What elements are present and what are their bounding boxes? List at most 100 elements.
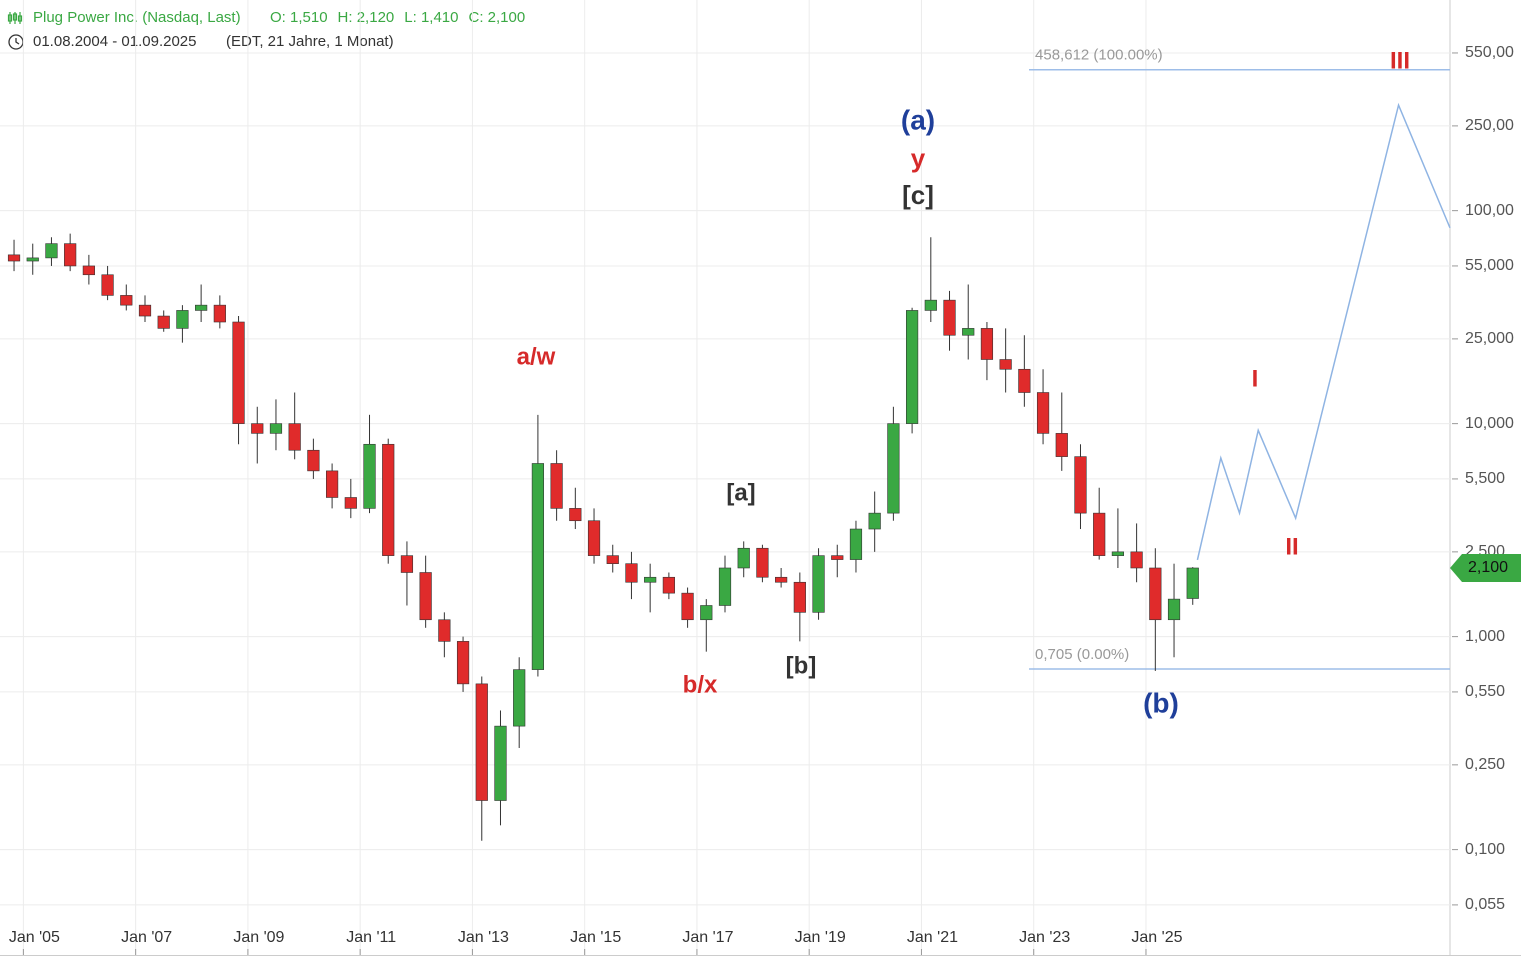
candle-body	[7, 254, 21, 262]
candle-body	[868, 512, 881, 530]
candle-body	[1018, 368, 1031, 393]
candle-body	[1036, 392, 1050, 434]
y-tick-label: 100,00	[1465, 202, 1514, 219]
candle-body	[251, 423, 264, 434]
candle-body	[1111, 551, 1125, 556]
candle-body	[962, 328, 975, 336]
wave-label: (b)	[1143, 687, 1179, 718]
candle-body	[718, 567, 732, 606]
wave-label: I	[1252, 365, 1259, 392]
candle-body	[1055, 433, 1068, 457]
candle-body	[157, 315, 170, 329]
candle-body	[943, 299, 956, 336]
candle-body	[1186, 567, 1199, 599]
candle-body	[999, 359, 1012, 370]
candle-body	[325, 470, 339, 498]
candle-body	[400, 555, 414, 573]
candle-body	[475, 683, 488, 801]
candle-body	[625, 563, 638, 583]
candle-body	[606, 555, 619, 564]
wave-label: II	[1285, 533, 1298, 560]
candle-body	[82, 265, 95, 276]
candle-body	[513, 669, 526, 727]
candle-body	[1167, 598, 1181, 621]
candle-body	[1074, 456, 1087, 514]
candle-body	[45, 243, 58, 259]
candle-body	[644, 576, 657, 583]
candle-body	[419, 572, 432, 621]
y-tick-label: 0,055	[1465, 896, 1505, 913]
candle-body	[700, 605, 713, 621]
y-tick-label: 550,00	[1465, 44, 1514, 61]
candle-body	[363, 443, 376, 509]
period-note: (EDT, 21 Jahre, 1 Monat)	[226, 33, 394, 50]
wave-label: y	[911, 143, 926, 173]
x-tick-label: Jan '11	[346, 929, 396, 946]
price-tag-label: 2,100	[1468, 559, 1508, 576]
candle-body	[138, 304, 152, 317]
candle-body	[195, 304, 208, 311]
candle-body	[887, 423, 900, 514]
candle-body	[494, 725, 507, 801]
chart-title: Plug Power Inc. (Nasdaq, Last)	[33, 9, 241, 26]
candle-body	[831, 555, 844, 560]
candle-body	[924, 299, 937, 311]
x-tick-label: Jan '09	[233, 929, 284, 946]
x-tick-label: Jan '21	[907, 929, 958, 946]
candle-body	[531, 463, 545, 670]
candle-body	[737, 547, 750, 569]
candle-body	[793, 581, 806, 613]
candle-body	[64, 243, 77, 267]
wave-label: b/x	[683, 671, 718, 698]
y-tick-label: 5,500	[1465, 470, 1505, 487]
x-tick-label: Jan '15	[570, 929, 621, 946]
clock-icon	[8, 34, 24, 50]
candle-body	[120, 295, 133, 306]
x-tick-label: Jan '25	[1131, 929, 1182, 946]
candle-body	[213, 304, 226, 323]
ohlc-label: H: 2,120	[338, 9, 395, 26]
candle-body	[382, 443, 395, 556]
wave-label: (a)	[901, 104, 935, 135]
y-tick-label: 55,000	[1465, 257, 1514, 274]
candle-body	[438, 619, 451, 642]
candle-body	[269, 423, 283, 434]
wave-label: [a]	[726, 479, 755, 506]
projection-line	[1196, 102, 1451, 561]
candle-body	[232, 321, 245, 424]
candle-body	[849, 528, 863, 560]
candle-body	[288, 423, 301, 451]
period: 01.08.2004 - 01.09.2025	[33, 33, 196, 50]
candle-body	[905, 310, 919, 424]
header-icon	[7, 12, 23, 24]
candle-body	[1130, 551, 1143, 569]
candle-body	[775, 576, 788, 583]
x-tick-label: Jan '05	[9, 929, 60, 946]
wave-label: [c]	[902, 180, 934, 210]
y-tick-label: 0,550	[1465, 683, 1505, 700]
ohlc-label: C: 2,100	[468, 9, 525, 26]
candle-body	[980, 328, 994, 360]
level-label: 458,612 (100.00%)	[1035, 47, 1163, 64]
candle-body	[26, 257, 39, 262]
x-tick-label: Jan '07	[121, 929, 172, 946]
candle-body	[587, 520, 601, 556]
candle-body	[1149, 567, 1162, 621]
wave-label: [b]	[786, 652, 817, 679]
candle-body	[344, 497, 357, 509]
candle-body	[176, 310, 189, 329]
x-tick-label: Jan '19	[795, 929, 846, 946]
candle-body	[756, 547, 769, 578]
candle-body	[550, 463, 563, 509]
wave-label: a/w	[517, 343, 556, 370]
candle-body	[569, 508, 582, 522]
price-tag	[1450, 553, 1521, 582]
candle-body	[101, 274, 114, 296]
candle-body	[456, 641, 470, 685]
candle-body	[307, 449, 320, 472]
wave-label: III	[1390, 47, 1410, 74]
candle-body	[1093, 512, 1106, 556]
ohlc-label: O: 1,510	[270, 9, 328, 26]
